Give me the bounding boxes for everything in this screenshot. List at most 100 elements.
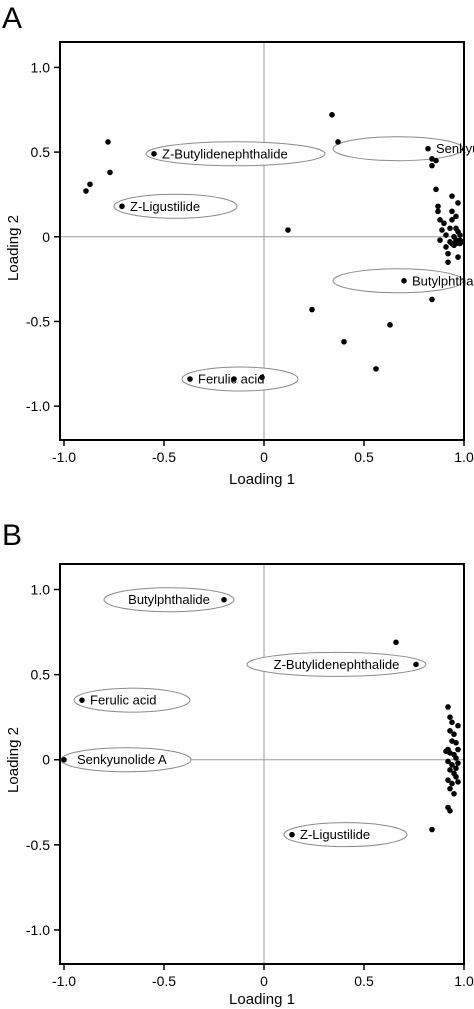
- annotation-label: Senkyunolide A: [436, 141, 474, 156]
- axis-ticks: -1.0 -0.5 0 0.5 1.0 -1.0 -0.5 0 0.5 1.0: [26, 582, 474, 989]
- data-point: [373, 366, 379, 372]
- x-tick-label: -0.5: [152, 973, 176, 989]
- data-point: [231, 376, 237, 382]
- axis-ticks: -1.0 -0.5 0 0.5 1.0 -1.0 -0.5 0 0.5 1.0: [26, 59, 474, 465]
- x-tick-label: 1.0: [454, 449, 474, 465]
- data-point: [83, 188, 89, 194]
- data-point: [435, 203, 441, 210]
- x-tick-label: 0: [260, 973, 268, 989]
- data-point: [455, 722, 461, 729]
- data-point: [451, 790, 457, 797]
- y-tick-label: 0: [42, 229, 50, 245]
- x-tick-label: -1.0: [52, 973, 76, 989]
- annotation-label: Ferulic acid: [90, 693, 156, 708]
- x-axis-title: Loading 1: [229, 471, 295, 488]
- data-point: [455, 254, 461, 260]
- data-point: [453, 755, 459, 761]
- data-point: [425, 145, 431, 152]
- y-tick-label: -1.0: [26, 922, 50, 938]
- data-points: [83, 112, 465, 382]
- annotation-label: Z-Ligustilide: [300, 827, 370, 842]
- data-point: [387, 322, 393, 328]
- data-point: [445, 250, 451, 257]
- data-point: [221, 596, 227, 603]
- data-point: [437, 217, 443, 223]
- data-point: [449, 780, 455, 787]
- data-point: [453, 765, 459, 772]
- data-point: [453, 240, 459, 247]
- data-point: [453, 739, 459, 746]
- data-point: [447, 767, 453, 773]
- annotation-labels: Z-Butylidenephthalide Senkyunolide A Z-Lig…: [130, 141, 474, 386]
- data-point: [429, 826, 435, 833]
- data-point: [187, 376, 193, 382]
- data-point: [445, 777, 451, 783]
- data-point: [447, 785, 453, 792]
- annotation-ellipse: [113, 193, 238, 219]
- data-point: [455, 746, 461, 753]
- panel-label: B: [2, 519, 22, 552]
- data-point: [413, 661, 419, 668]
- annotation-ellipses: [60, 587, 427, 848]
- annotation-label: Butylphthalide: [412, 273, 474, 288]
- data-point: [151, 150, 157, 157]
- data-point: [445, 259, 451, 265]
- annotation-ellipse: [103, 587, 235, 613]
- annotation-label: Z-Butylidenephthalide: [274, 657, 400, 672]
- data-point: [87, 181, 93, 188]
- data-point: [453, 213, 459, 220]
- x-tick-label: -0.5: [152, 449, 176, 465]
- y-tick-label: 0: [42, 752, 50, 768]
- data-point: [447, 728, 453, 734]
- data-point: [329, 112, 335, 118]
- data-point: [447, 714, 453, 720]
- y-tick-label: 1.0: [31, 59, 51, 75]
- data-point: [79, 697, 85, 703]
- data-point: [105, 139, 111, 145]
- data-point: [61, 756, 67, 763]
- data-point: [449, 762, 455, 768]
- data-point: [447, 225, 453, 232]
- plot-frame: [59, 563, 465, 965]
- annotation-ellipse: [246, 651, 427, 677]
- y-tick-label: -0.5: [26, 837, 50, 853]
- data-point: [285, 227, 291, 233]
- annotation-ellipses: [113, 136, 464, 392]
- data-point: [451, 731, 457, 738]
- x-axis-title: Loading 1: [229, 991, 295, 1008]
- x-tick-label: 1.0: [454, 973, 474, 989]
- data-point: [455, 760, 461, 766]
- x-tick-label: 0.5: [354, 449, 374, 465]
- data-point: [453, 773, 459, 780]
- y-axis-title: Loading 2: [5, 215, 22, 281]
- data-point: [119, 203, 125, 210]
- data-point: [393, 639, 399, 646]
- data-point: [455, 200, 461, 206]
- panel-a: A -1.0 -0.5 0 0.5 1.0 -1.0 -0.5 0 0.5 1.0 Z-Butyl…: [2, 2, 474, 488]
- data-point: [435, 208, 441, 215]
- data-point: [445, 758, 451, 765]
- annotation-ellipse: [181, 366, 299, 392]
- data-point: [443, 244, 449, 250]
- data-point: [433, 157, 439, 164]
- data-points: [61, 596, 461, 838]
- data-point: [437, 237, 443, 243]
- panel-label: A: [2, 2, 22, 35]
- x-tick-label: 0.5: [354, 973, 374, 989]
- plot-frame: [59, 41, 465, 441]
- data-point: [449, 217, 455, 223]
- data-point: [107, 169, 113, 176]
- data-point: [441, 220, 447, 227]
- data-point: [259, 374, 265, 381]
- annotation-label: Z-Butylidenephthalide: [162, 146, 288, 161]
- data-point: [429, 296, 435, 303]
- data-point: [455, 779, 461, 785]
- x-tick-label: -1.0: [52, 449, 76, 465]
- data-point: [449, 719, 455, 726]
- annotation-label: Z-Ligustilide: [130, 199, 200, 214]
- y-tick-label: 0.5: [31, 144, 51, 160]
- y-tick-label: 0.5: [31, 667, 51, 683]
- data-point: [429, 162, 435, 169]
- data-point: [445, 704, 451, 710]
